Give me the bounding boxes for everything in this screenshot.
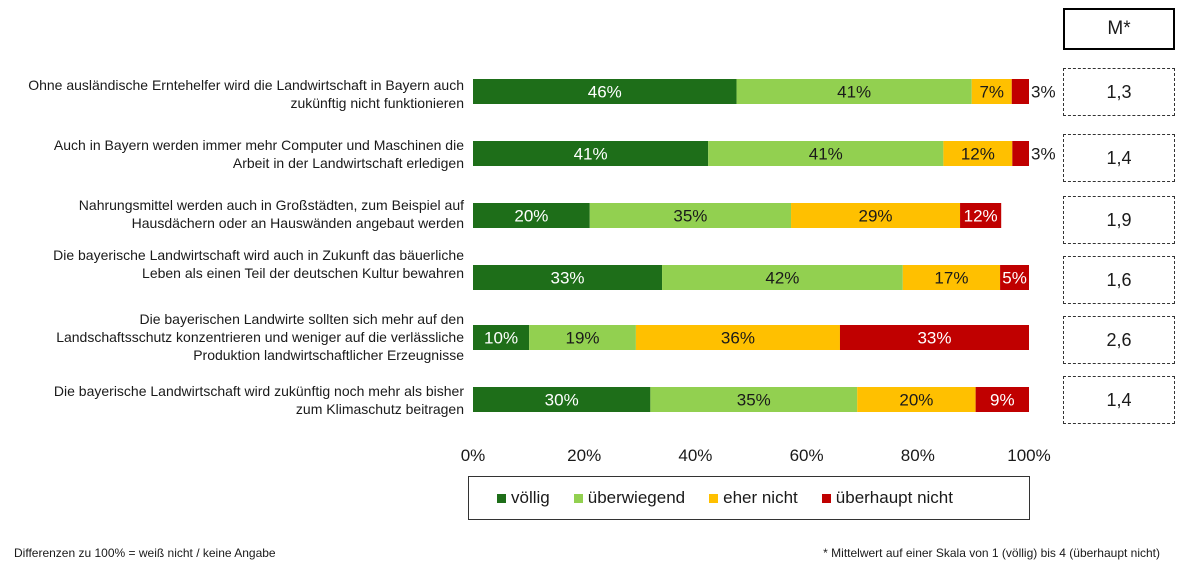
x-tick-label: 20% bbox=[567, 446, 601, 465]
bar-segment bbox=[857, 387, 976, 412]
data-label: 3% bbox=[1031, 83, 1056, 102]
data-label: 41% bbox=[809, 145, 843, 164]
data-label: 20% bbox=[514, 207, 548, 226]
bar-segment bbox=[473, 325, 530, 350]
data-label: 35% bbox=[673, 207, 707, 226]
data-label: 33% bbox=[917, 329, 951, 348]
bar-segment bbox=[473, 79, 737, 104]
data-label: 7% bbox=[979, 83, 1004, 102]
data-label: 30% bbox=[545, 391, 579, 410]
legend-item: überwiegend bbox=[573, 488, 686, 508]
data-label: 35% bbox=[737, 391, 771, 410]
data-label: 36% bbox=[721, 329, 755, 348]
bar-segment bbox=[473, 141, 709, 166]
chart-legend: völlig überwiegend eher nicht überhaupt … bbox=[468, 476, 1030, 520]
bar-segment bbox=[662, 265, 903, 290]
bar-segment bbox=[1012, 141, 1029, 166]
mean-value: 1,4 bbox=[1063, 134, 1175, 182]
category-label: Die bayerische Landwirtschaft wird auch … bbox=[53, 247, 464, 281]
bar-segment bbox=[736, 79, 972, 104]
data-label: 41% bbox=[574, 145, 608, 164]
legend-label: überhaupt nicht bbox=[835, 488, 953, 507]
data-label: 41% bbox=[837, 83, 871, 102]
bar-segment bbox=[473, 387, 651, 412]
mean-value: 1,3 bbox=[1063, 68, 1175, 116]
legend-item: eher nicht bbox=[709, 488, 798, 508]
legend-swatch bbox=[821, 493, 831, 503]
x-tick-label: 40% bbox=[678, 446, 712, 465]
category-label: Auch in Bayern werden immer mehr Compute… bbox=[53, 137, 464, 171]
bar-segment bbox=[708, 141, 944, 166]
legend-item: überhaupt nicht bbox=[821, 488, 953, 508]
data-label: 17% bbox=[934, 269, 968, 288]
category-label: Ohne ausländische Erntehelfer wird die L… bbox=[28, 77, 464, 111]
x-tick-label: 100% bbox=[1007, 446, 1050, 465]
legend-swatch bbox=[497, 493, 506, 503]
bar-segment bbox=[791, 203, 961, 228]
mean-value: 1,4 bbox=[1063, 376, 1175, 424]
bar-segment bbox=[975, 387, 1029, 412]
data-label: 42% bbox=[765, 269, 799, 288]
data-label: 20% bbox=[899, 391, 933, 410]
data-label: 10% bbox=[484, 329, 518, 348]
bar-segment bbox=[473, 203, 590, 228]
data-label: 5% bbox=[1002, 269, 1027, 288]
legend-item: völlig bbox=[497, 488, 550, 508]
legend-swatch bbox=[573, 493, 583, 503]
mean-value: 1,9 bbox=[1063, 196, 1175, 244]
legend-label: eher nicht bbox=[723, 488, 798, 507]
x-tick-label: 0% bbox=[461, 446, 486, 465]
data-label: 19% bbox=[566, 329, 600, 348]
bar-segment bbox=[902, 265, 1001, 290]
bar-segment bbox=[839, 325, 1029, 350]
data-label: 3% bbox=[1031, 145, 1056, 164]
legend-swatch bbox=[709, 493, 719, 503]
category-label: Die bayerischen Landwirte sollten sich m… bbox=[56, 311, 464, 363]
legend-label: völlig bbox=[511, 488, 550, 507]
bar-segment bbox=[529, 325, 636, 350]
x-tick-label: 80% bbox=[901, 446, 935, 465]
data-label: 33% bbox=[551, 269, 585, 288]
footnote-left: Differenzen zu 100% = weiß nicht / keine… bbox=[14, 546, 276, 560]
mean-header: M* bbox=[1063, 8, 1175, 50]
category-label: Nahrungsmittel werden auch in Großstädte… bbox=[78, 197, 464, 231]
bar-segment bbox=[943, 141, 1013, 166]
bar-segment bbox=[635, 325, 840, 350]
footnote-right: * Mittelwert auf einer Skala von 1 (völl… bbox=[823, 546, 1160, 560]
category-label: Die bayerische Landwirtschaft wird zukün… bbox=[53, 383, 464, 417]
bar-segment bbox=[589, 203, 792, 228]
bar-segment bbox=[960, 203, 1002, 228]
data-label: 29% bbox=[859, 207, 893, 226]
data-label: 12% bbox=[961, 145, 995, 164]
bar-segment bbox=[1011, 79, 1029, 104]
x-tick-label: 60% bbox=[790, 446, 824, 465]
mean-value: 1,6 bbox=[1063, 256, 1175, 304]
mean-value: 2,6 bbox=[1063, 316, 1175, 364]
bar-segment bbox=[971, 79, 1012, 104]
bar-segment bbox=[473, 265, 663, 290]
data-label: 46% bbox=[588, 83, 622, 102]
bar-segment bbox=[1000, 265, 1029, 290]
data-label: 9% bbox=[990, 391, 1015, 410]
legend-label: überwiegend bbox=[587, 488, 686, 507]
bar-segment bbox=[650, 387, 858, 412]
data-label: 12% bbox=[964, 207, 998, 226]
